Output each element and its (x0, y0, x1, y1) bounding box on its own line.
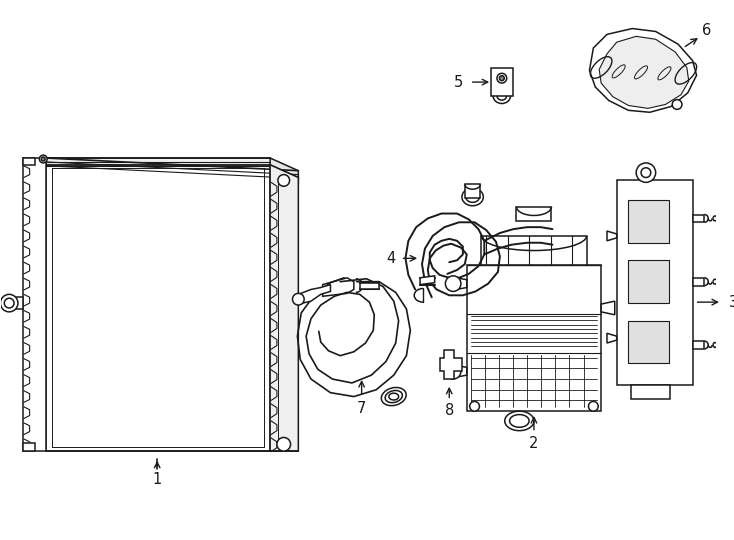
Polygon shape (23, 443, 35, 451)
Polygon shape (467, 265, 601, 411)
Polygon shape (465, 184, 481, 198)
Circle shape (40, 155, 47, 163)
Circle shape (1, 294, 18, 312)
Circle shape (41, 157, 46, 161)
Polygon shape (323, 278, 354, 296)
Text: 4: 4 (386, 251, 396, 266)
Polygon shape (607, 333, 617, 343)
Polygon shape (11, 297, 23, 309)
Polygon shape (23, 158, 35, 165)
Bar (628, 260, 669, 303)
Circle shape (589, 401, 598, 411)
Polygon shape (451, 364, 467, 378)
Circle shape (4, 298, 14, 308)
Circle shape (497, 73, 506, 83)
Polygon shape (631, 385, 670, 400)
Polygon shape (607, 231, 617, 241)
Polygon shape (420, 276, 435, 285)
Polygon shape (360, 282, 379, 289)
Polygon shape (46, 158, 298, 184)
Circle shape (277, 437, 291, 451)
Bar (628, 200, 669, 243)
Circle shape (446, 363, 461, 379)
Circle shape (470, 401, 479, 411)
Text: 1: 1 (153, 472, 161, 487)
Polygon shape (599, 36, 688, 109)
Text: 3: 3 (729, 295, 734, 309)
Text: 7: 7 (357, 401, 366, 416)
Polygon shape (589, 29, 697, 112)
Polygon shape (482, 236, 586, 265)
Polygon shape (601, 301, 615, 315)
Polygon shape (617, 180, 693, 385)
Circle shape (636, 163, 655, 183)
Circle shape (446, 276, 461, 292)
Circle shape (499, 76, 504, 80)
Polygon shape (440, 350, 462, 379)
Polygon shape (491, 69, 512, 96)
Polygon shape (270, 158, 298, 178)
Polygon shape (451, 277, 467, 291)
Polygon shape (46, 165, 270, 451)
Text: 6: 6 (702, 23, 711, 38)
Bar (628, 321, 669, 363)
Polygon shape (693, 341, 705, 349)
Polygon shape (693, 278, 705, 286)
Text: 5: 5 (454, 75, 462, 90)
Circle shape (641, 168, 651, 178)
Polygon shape (517, 207, 551, 221)
Circle shape (293, 293, 304, 305)
Text: 8: 8 (445, 403, 454, 418)
Text: 2: 2 (529, 436, 539, 451)
Polygon shape (693, 214, 705, 222)
Polygon shape (270, 165, 298, 451)
Polygon shape (298, 285, 330, 304)
Circle shape (278, 174, 290, 186)
Circle shape (672, 99, 682, 110)
Polygon shape (23, 158, 46, 451)
